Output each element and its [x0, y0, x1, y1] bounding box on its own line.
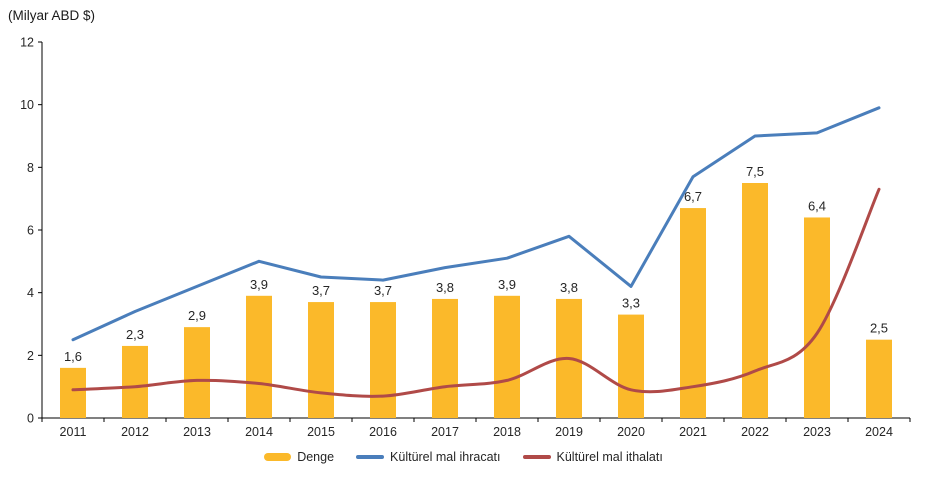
bar-2018	[494, 295, 520, 418]
bar-value-label-2016: 3,7	[374, 283, 392, 298]
y-tick-label: 2	[27, 349, 34, 363]
bar-value-label-2022: 7,5	[746, 164, 764, 179]
exports-line	[71, 106, 881, 342]
x-tick-label: 2023	[803, 425, 831, 439]
y-tick-label: 10	[20, 98, 34, 112]
legend-label-exports: Kültürel mal ihracatı	[390, 450, 501, 464]
bar-2013	[184, 327, 210, 418]
legend: Denge Kültürel mal ihracatı Kültürel mal…	[0, 450, 927, 464]
y-tick-label: 12	[20, 36, 34, 50]
x-tick-label: 2014	[245, 425, 273, 439]
legend-item-exports: Kültürel mal ihracatı	[356, 450, 501, 464]
bar-2024	[866, 339, 892, 418]
x-tick-label: 2020	[617, 425, 645, 439]
y-tick-label: 4	[27, 286, 34, 300]
legend-item-imports: Kültürel mal ithalatı	[522, 450, 663, 464]
y-tick-label: 8	[27, 161, 34, 175]
x-tick-label: 2019	[555, 425, 583, 439]
bar-value-label-2011: 1,6	[64, 349, 82, 364]
bar-value-label-2019: 3,8	[560, 280, 578, 295]
x-tick-label: 2016	[369, 425, 397, 439]
bar-value-label-2021: 6,7	[684, 189, 702, 204]
bar-value-label-2015: 3,7	[312, 283, 330, 298]
bar-value-label-2014: 3,9	[250, 277, 268, 292]
legend-item-denge: Denge	[264, 450, 334, 464]
legend-swatch-imports-line	[522, 455, 551, 459]
bar-2012	[122, 345, 148, 418]
plot-area: 0 2 4 6 8 10 12 2011 2012 2013 2014 2015 2016 2017 201…	[20, 36, 911, 439]
bar-value-label-2023: 6,4	[808, 198, 826, 213]
x-tick-label: 2018	[493, 425, 521, 439]
bar-2017	[432, 298, 458, 418]
legend-swatch-exports-line	[356, 455, 385, 459]
x-tick-label: 2013	[183, 425, 211, 439]
x-tick-label: 2021	[679, 425, 707, 439]
bar-value-label-2024: 2,5	[870, 321, 888, 336]
bar-2021	[680, 208, 706, 418]
legend-swatch-denge-bar	[264, 453, 292, 461]
legend-label-imports: Kültürel mal ithalatı	[556, 450, 663, 464]
x-tick-label: 2022	[741, 425, 769, 439]
y-tick-label: 6	[27, 224, 34, 238]
bar-value-label-2018: 3,9	[498, 277, 516, 292]
chart-unit-label: (Milyar ABD $)	[8, 8, 96, 23]
bar-value-label-2012: 2,3	[126, 327, 144, 342]
x-tick-label: 2017	[431, 425, 459, 439]
bar-value-label-2017: 3,8	[436, 280, 454, 295]
bar-2015	[308, 302, 334, 418]
legend-label-denge: Denge	[297, 450, 335, 464]
bar-2022	[742, 183, 768, 418]
y-tick-label: 0	[27, 412, 34, 426]
bar-2020	[618, 314, 644, 418]
bar-value-label-2020: 3,3	[622, 296, 640, 311]
bar-2016	[370, 302, 396, 418]
bar-2014	[246, 295, 272, 418]
x-tick-label: 2012	[121, 425, 149, 439]
x-tick-label: 2011	[60, 425, 87, 439]
bar-2011	[60, 367, 86, 418]
bar-value-label-2013: 2,9	[188, 308, 206, 323]
imports-line	[71, 187, 881, 398]
x-tick-label: 2015	[307, 425, 335, 439]
x-tick-label: 2024	[865, 425, 893, 439]
